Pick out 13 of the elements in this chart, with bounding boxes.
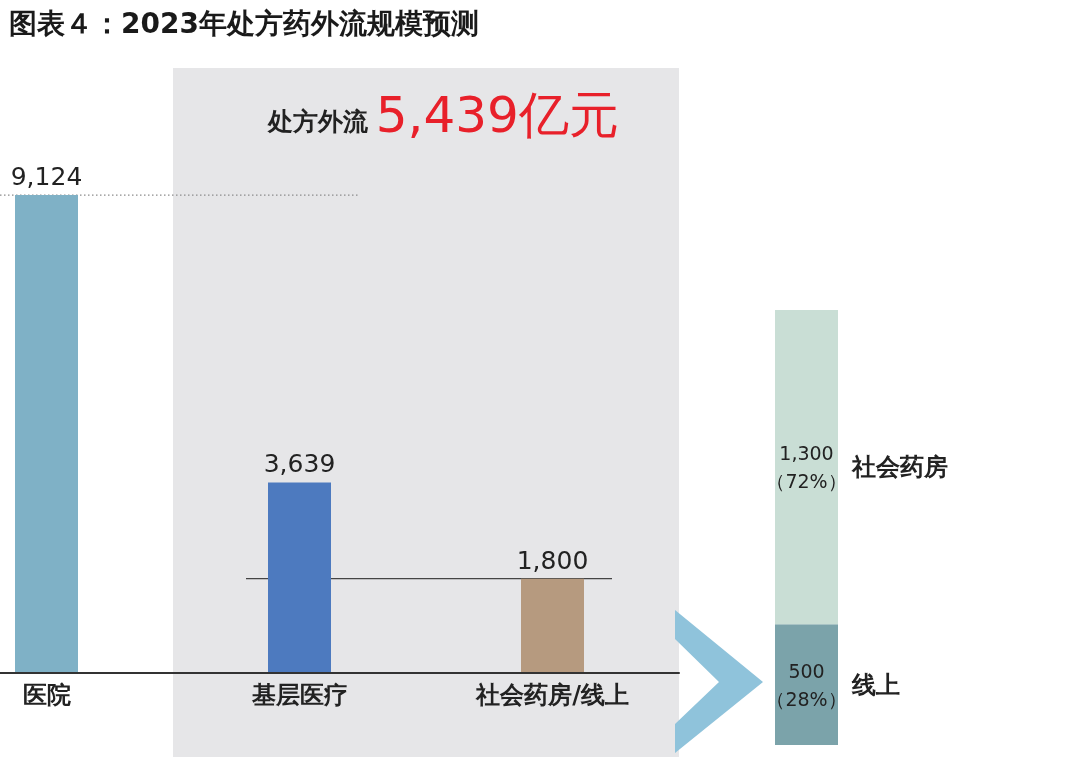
chart-title: 图表４：2023年处方药外流规模预测 [9, 6, 479, 40]
x-tick-label: 医院 [22, 681, 71, 709]
series-label: 线上 [851, 670, 900, 699]
x-tick-label: 社会药房/线上 [475, 681, 629, 709]
data-label: 3,639 [263, 449, 336, 479]
text: 5,439亿元 [375, 86, 619, 144]
series-label: 社会药房 [851, 453, 948, 482]
data-label: 9,124 [10, 162, 83, 192]
x-tick-label: 基层医疗 [250, 681, 348, 709]
data-label: 500 （28%） [766, 659, 847, 710]
data-label: 1,800 [516, 545, 589, 575]
text: 处方外流 [267, 107, 369, 136]
data-label: 1,300 （72%） [766, 442, 847, 493]
